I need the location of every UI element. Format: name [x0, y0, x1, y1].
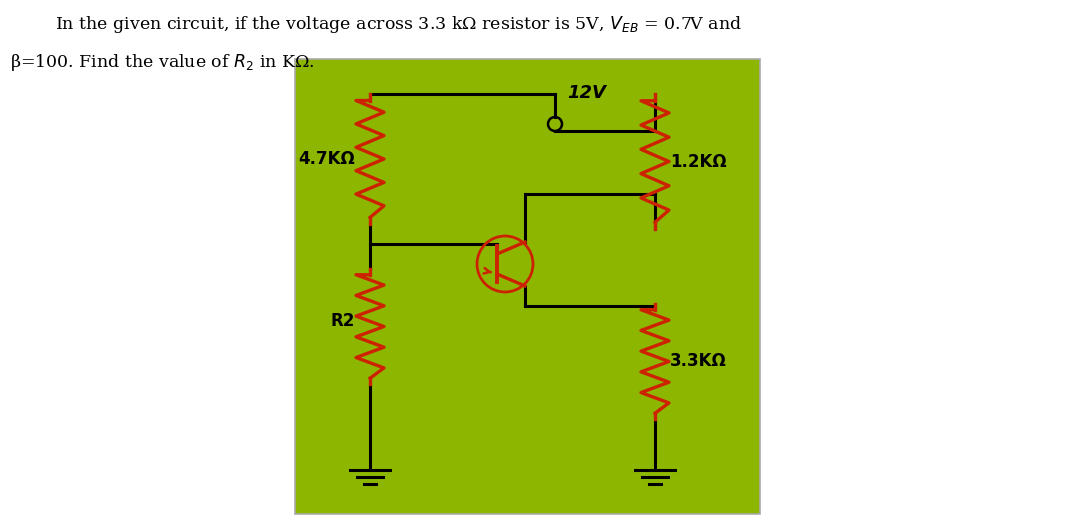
Text: 4.7KΩ: 4.7KΩ: [298, 150, 355, 168]
Text: R2: R2: [330, 312, 355, 331]
Text: 12V: 12V: [567, 84, 606, 102]
Text: In the given circuit, if the voltage across 3.3 kΩ resistor is 5V, $V_{EB}$ = 0.: In the given circuit, if the voltage acr…: [55, 14, 742, 35]
Text: 3.3KΩ: 3.3KΩ: [670, 353, 727, 370]
Text: β=100. Find the value of $R_2$ in KΩ.: β=100. Find the value of $R_2$ in KΩ.: [10, 52, 314, 73]
Text: 1.2KΩ: 1.2KΩ: [670, 152, 727, 170]
FancyBboxPatch shape: [295, 59, 760, 514]
